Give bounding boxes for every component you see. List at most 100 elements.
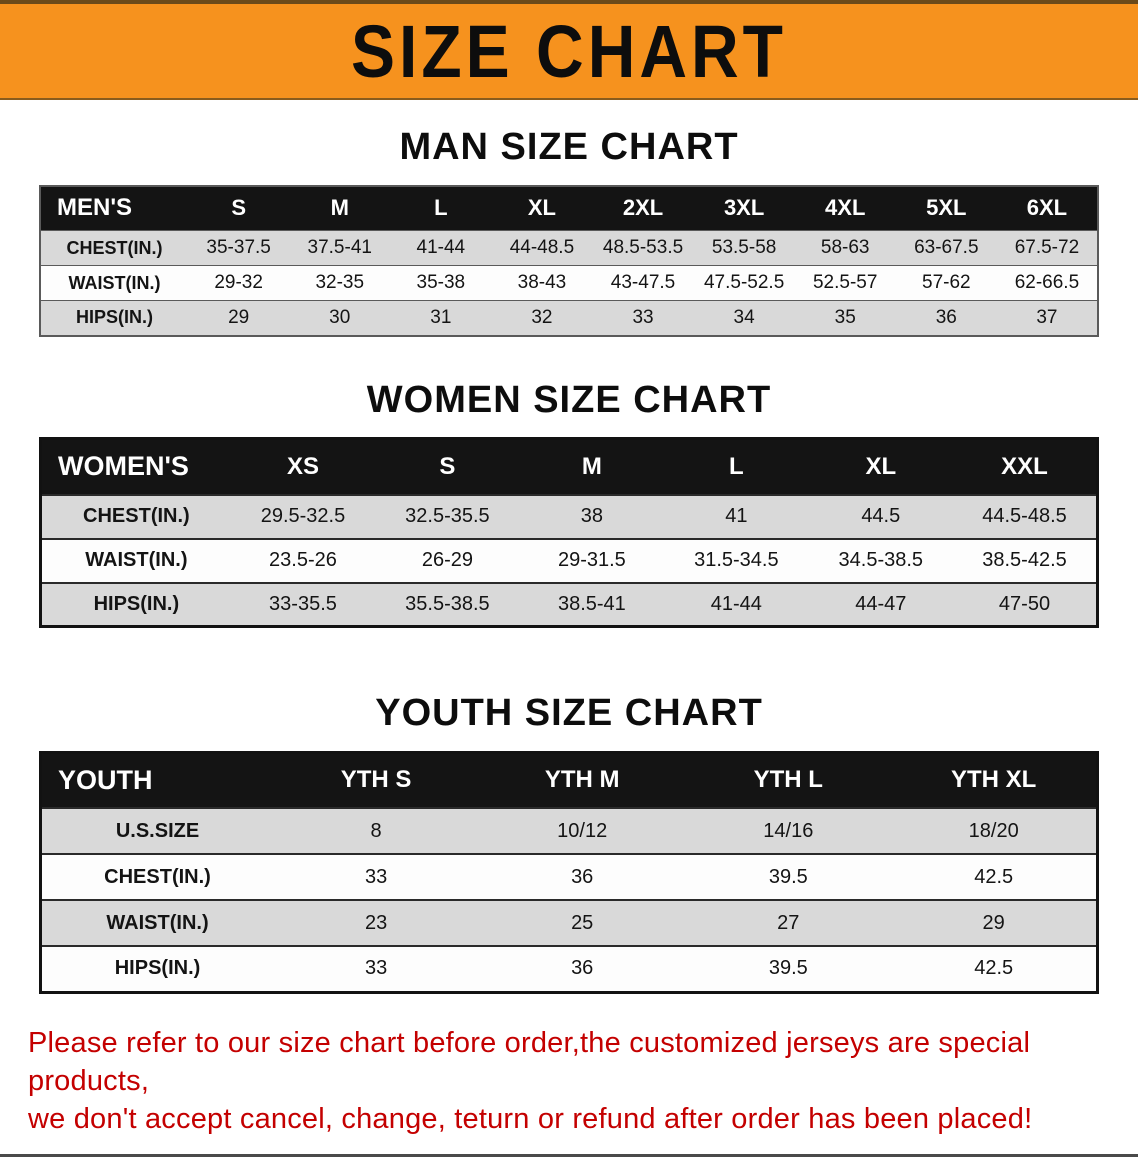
- table-header-row: YOUTH YTH S YTH M YTH L YTH XL: [40, 752, 1098, 809]
- women-size-table: WOMEN'S XS S M L XL XXL CHEST(IN.) 29.5-…: [39, 437, 1099, 629]
- page-title: SIZE CHART: [351, 9, 787, 93]
- size-value-cell: 14/16: [685, 807, 892, 855]
- size-value-cell: 33: [592, 300, 694, 336]
- table-row: CHEST(IN.) 35-37.5 37.5-41 41-44 44-48.5…: [40, 230, 1098, 266]
- size-column-header: XL: [808, 438, 954, 495]
- disclaimer-line-1: Please refer to our size chart before or…: [28, 1026, 1031, 1097]
- row-label-cell: CHEST(IN.): [40, 493, 231, 539]
- size-value-cell: 35-37.5: [188, 230, 290, 266]
- size-column-header: 5XL: [895, 185, 997, 231]
- women-size-section: WOMEN SIZE CHART WOMEN'S XS S M L XL XXL…: [0, 379, 1138, 629]
- size-value-cell: 35: [794, 300, 896, 336]
- size-value-cell: 47-50: [953, 581, 1098, 627]
- table-row: WAIST(IN.) 29-32 32-35 35-38 38-43 43-47…: [40, 265, 1098, 301]
- size-column-header: M: [289, 185, 391, 231]
- size-value-cell: 38.5-41: [519, 581, 665, 627]
- size-value-cell: 44.5-48.5: [953, 493, 1098, 539]
- size-value-cell: 48.5-53.5: [592, 230, 694, 266]
- table-title-cell: MEN'S: [40, 185, 189, 231]
- size-column-header: 3XL: [693, 185, 795, 231]
- size-value-cell: 36: [479, 853, 686, 901]
- size-value-cell: 32: [491, 300, 593, 336]
- size-column-header: L: [390, 185, 492, 231]
- size-value-cell: 36: [895, 300, 997, 336]
- men-section-heading: MAN SIZE CHART: [399, 126, 739, 168]
- size-value-cell: 33: [273, 945, 480, 993]
- size-value-cell: 38.5-42.5: [953, 537, 1098, 583]
- size-value-cell: 29: [188, 300, 290, 336]
- size-value-cell: 39.5: [685, 853, 892, 901]
- size-column-header: YTH M: [479, 752, 686, 809]
- size-column-header: YTH L: [685, 752, 892, 809]
- size-value-cell: 41-44: [390, 230, 492, 266]
- size-value-cell: 31: [390, 300, 492, 336]
- size-value-cell: 34: [693, 300, 795, 336]
- size-value-cell: 37: [996, 300, 1098, 336]
- size-value-cell: 38: [519, 493, 665, 539]
- size-value-cell: 33: [273, 853, 480, 901]
- table-row: WAIST(IN.) 23.5-26 26-29 29-31.5 31.5-34…: [40, 537, 1098, 583]
- size-value-cell: 27: [685, 899, 892, 947]
- size-column-header: L: [664, 438, 809, 495]
- size-value-cell: 57-62: [895, 265, 997, 301]
- table-row: WAIST(IN.) 23 25 27 29: [40, 899, 1098, 947]
- row-label-cell: WAIST(IN.): [40, 899, 274, 947]
- size-value-cell: 18/20: [891, 807, 1098, 855]
- size-column-header: XS: [230, 438, 376, 495]
- size-value-cell: 10/12: [479, 807, 686, 855]
- size-value-cell: 52.5-57: [794, 265, 896, 301]
- size-value-cell: 67.5-72: [996, 230, 1098, 266]
- row-label-cell: HIPS(IN.): [40, 945, 274, 993]
- size-value-cell: 33-35.5: [230, 581, 376, 627]
- size-value-cell: 34.5-38.5: [808, 537, 954, 583]
- size-value-cell: 41-44: [664, 581, 809, 627]
- size-value-cell: 35-38: [390, 265, 492, 301]
- size-value-cell: 62-66.5: [996, 265, 1098, 301]
- size-column-header: XXL: [953, 438, 1098, 495]
- row-label-cell: WAIST(IN.): [40, 537, 231, 583]
- size-value-cell: 29-32: [188, 265, 290, 301]
- table-row: HIPS(IN.) 33 36 39.5 42.5: [40, 945, 1098, 993]
- size-value-cell: 23: [273, 899, 480, 947]
- size-column-header: 2XL: [592, 185, 694, 231]
- row-label-cell: U.S.SIZE: [40, 807, 274, 855]
- size-column-header: M: [519, 438, 665, 495]
- size-value-cell: 31.5-34.5: [664, 537, 809, 583]
- table-row: HIPS(IN.) 29 30 31 32 33 34 35 36 37: [40, 300, 1098, 336]
- youth-size-section: YOUTH SIZE CHART YOUTH YTH S YTH M YTH L…: [0, 692, 1138, 994]
- size-value-cell: 39.5: [685, 945, 892, 993]
- disclaimer: Please refer to our size chart before or…: [0, 1024, 1138, 1155]
- size-value-cell: 53.5-58: [693, 230, 795, 266]
- disclaimer-line-2: we don't accept cancel, change, teturn o…: [28, 1103, 1033, 1136]
- table-header-row: MEN'S S M L XL 2XL 3XL 4XL 5XL 6XL: [40, 185, 1098, 231]
- size-value-cell: 29: [891, 899, 1098, 947]
- size-column-header: 4XL: [794, 185, 896, 231]
- youth-section-heading: YOUTH SIZE CHART: [375, 692, 763, 735]
- size-value-cell: 25: [479, 899, 686, 947]
- size-value-cell: 44.5: [808, 493, 954, 539]
- size-value-cell: 44-47: [808, 581, 954, 627]
- row-label-cell: HIPS(IN.): [40, 300, 189, 336]
- size-column-header: 6XL: [996, 185, 1098, 231]
- size-value-cell: 32-35: [289, 265, 391, 301]
- row-label-cell: CHEST(IN.): [40, 853, 274, 901]
- table-header-row: WOMEN'S XS S M L XL XXL: [40, 438, 1098, 495]
- size-value-cell: 29.5-32.5: [230, 493, 376, 539]
- size-value-cell: 26-29: [375, 537, 520, 583]
- table-row: HIPS(IN.) 33-35.5 35.5-38.5 38.5-41 41-4…: [40, 581, 1098, 627]
- size-value-cell: 41: [664, 493, 809, 539]
- size-value-cell: 58-63: [794, 230, 896, 266]
- size-column-header: S: [375, 438, 520, 495]
- size-column-header: YTH S: [273, 752, 480, 809]
- size-value-cell: 44-48.5: [491, 230, 593, 266]
- row-label-cell: HIPS(IN.): [40, 581, 231, 627]
- table-row: CHEST(IN.) 29.5-32.5 32.5-35.5 38 41 44.…: [40, 493, 1098, 539]
- size-value-cell: 38-43: [491, 265, 593, 301]
- size-value-cell: 42.5: [891, 945, 1098, 993]
- size-value-cell: 8: [273, 807, 480, 855]
- women-section-heading: WOMEN SIZE CHART: [366, 378, 772, 421]
- size-column-header: YTH XL: [891, 752, 1098, 809]
- size-chart-banner: SIZE CHART: [0, 0, 1138, 100]
- table-title-cell: WOMEN'S: [40, 438, 231, 495]
- size-column-header: XL: [491, 185, 593, 231]
